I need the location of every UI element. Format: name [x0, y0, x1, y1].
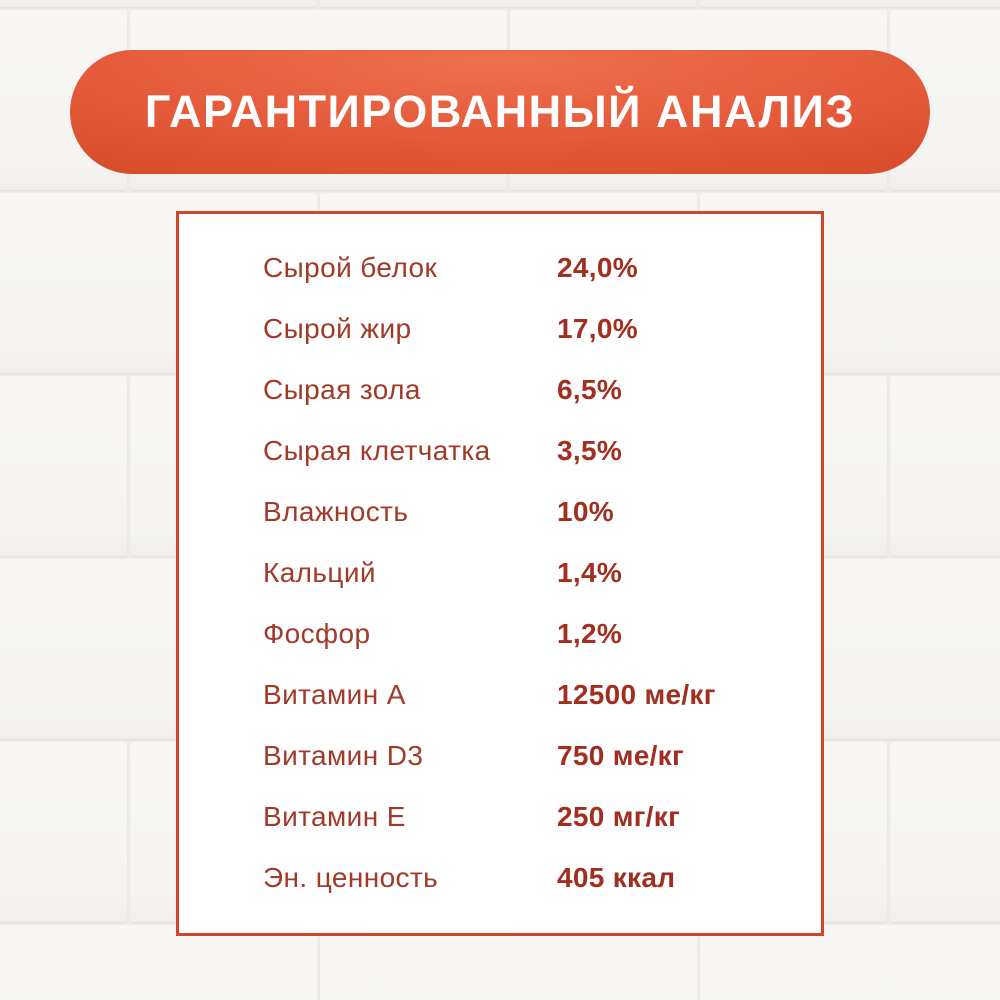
wall-tile	[700, 0, 1000, 7]
nutrient-label: Витамин А	[263, 678, 406, 710]
nutrient-value: 24,0%	[557, 251, 638, 283]
page-title: ГАРАНТИРОВАННЫЙ АНАЛИЗ	[144, 86, 856, 137]
table-row: Сырой белок 24,0%	[179, 237, 821, 298]
table-row: Витамин Е 250 мг/кг	[179, 786, 821, 847]
nutrient-value: 250 мг/кг	[557, 800, 681, 832]
table-row: Сырая клетчатка 3,5%	[179, 420, 821, 481]
nutrient-value: 1,4%	[557, 556, 623, 588]
analysis-table: Сырой белок 24,0% Сырой жир 17,0% Сырая …	[176, 211, 824, 936]
table-row: Сырая зола 6,5%	[179, 359, 821, 420]
wall-tile	[320, 0, 697, 7]
header-pill: ГАРАНТИРОВАННЫЙ АНАЛИЗ	[70, 50, 930, 174]
nutrient-label: Сырая клетчатка	[263, 434, 491, 466]
wall-tile	[0, 0, 317, 7]
nutrient-value: 405 ккал	[557, 861, 676, 893]
table-row: Влажность 10%	[179, 481, 821, 542]
nutrient-label: Витамин Е	[263, 800, 406, 832]
nutrient-label: Влажность	[263, 495, 409, 527]
wall-tile	[700, 925, 1000, 1000]
table-row: Витамин А 12500 ме/кг	[179, 664, 821, 725]
nutrient-value: 3,5%	[557, 434, 623, 466]
wall-tile	[0, 376, 127, 556]
table-row: Сырой жир 17,0%	[179, 298, 821, 359]
nutrient-value: 750 ме/кг	[557, 739, 684, 771]
nutrient-value: 6,5%	[557, 373, 623, 405]
nutrient-value: 12500 ме/кг	[557, 678, 716, 710]
nutrient-label: Витамин D3	[263, 739, 424, 771]
table-row: Кальций 1,4%	[179, 542, 821, 603]
wall-tile	[890, 376, 1000, 556]
wall-tile	[0, 925, 317, 1000]
nutrient-label: Фосфор	[263, 617, 371, 649]
nutrient-label: Эн. ценность	[263, 861, 439, 893]
nutrient-label: Кальций	[263, 556, 376, 588]
nutrient-label: Сырая зола	[263, 373, 421, 405]
nutrient-label: Сырой жир	[263, 312, 412, 344]
nutrient-value: 17,0%	[557, 312, 638, 344]
table-row: Фосфор 1,2%	[179, 603, 821, 664]
wall-tile	[0, 742, 127, 922]
table-row: Эн. ценность 405 ккал	[179, 847, 821, 908]
table-row: Витамин D3 750 ме/кг	[179, 725, 821, 786]
wall-tile	[890, 742, 1000, 922]
nutrient-value: 10%	[557, 495, 614, 527]
nutrient-label: Сырой белок	[263, 251, 438, 283]
nutrient-value: 1,2%	[557, 617, 623, 649]
wall-tile	[320, 925, 697, 1000]
